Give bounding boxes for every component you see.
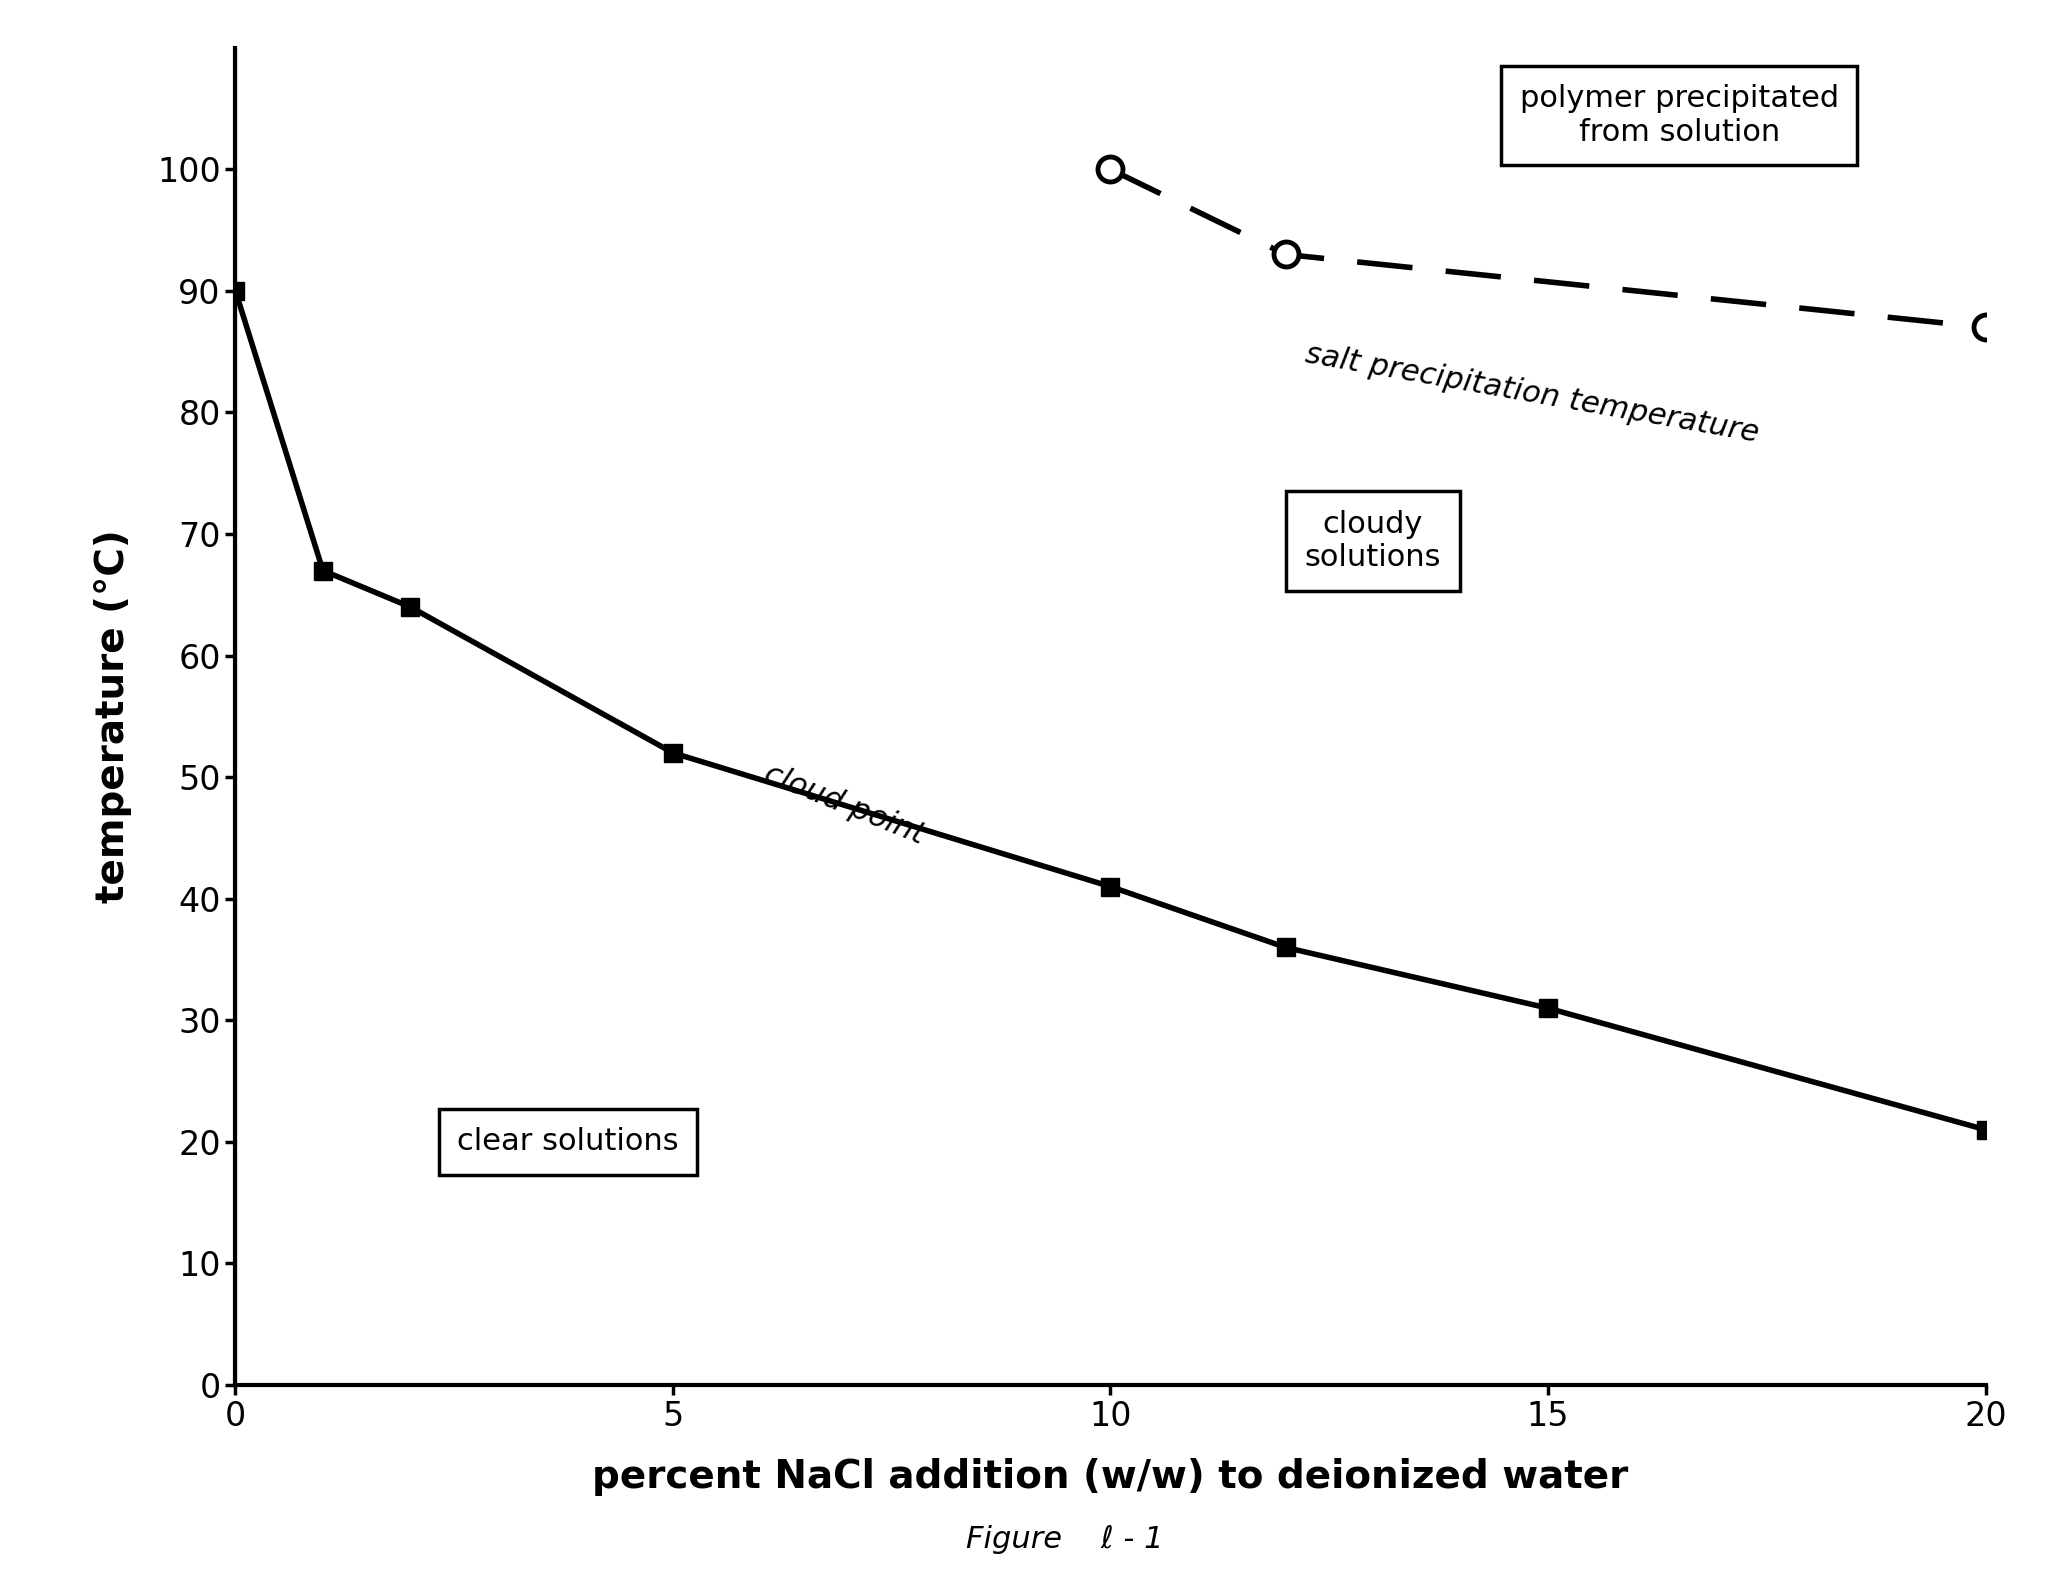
- Text: clear solutions: clear solutions: [456, 1127, 680, 1156]
- Text: polymer precipitated
from solution: polymer precipitated from solution: [1519, 84, 1838, 146]
- Text: cloud point: cloud point: [761, 759, 929, 850]
- Text: cloudy
solutions: cloudy solutions: [1304, 509, 1441, 573]
- Text: salt precipitation temperature: salt precipitation temperature: [1304, 339, 1760, 447]
- Y-axis label: temperature (°C): temperature (°C): [94, 530, 133, 903]
- X-axis label: percent NaCl addition (w/w) to deionized water: percent NaCl addition (w/w) to deionized…: [592, 1458, 1629, 1495]
- Text: Figure    ℓ - 1: Figure ℓ - 1: [966, 1525, 1163, 1554]
